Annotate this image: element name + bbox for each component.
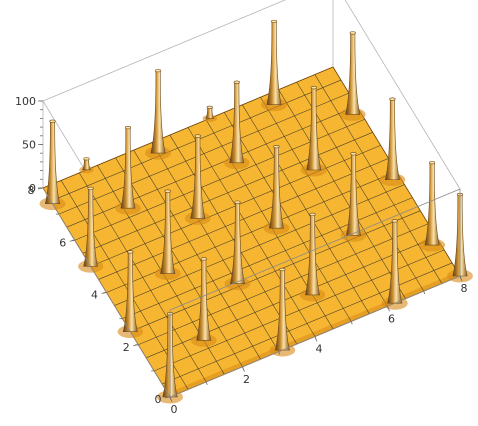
mesh-line-x (296, 81, 424, 292)
surface-peak (339, 31, 366, 121)
y-tick-label: 6 (59, 236, 66, 249)
surface-peak (381, 219, 408, 310)
surface-peaks (39, 19, 473, 404)
surface-peak (79, 157, 94, 174)
peak-cap (429, 161, 436, 165)
x-minor-tick (350, 321, 353, 325)
mesh-line-x (278, 89, 406, 299)
mesh-line-y (98, 158, 389, 280)
peak-spike (205, 107, 215, 119)
x-tick-label: 0 (171, 403, 178, 416)
surface-peak (419, 161, 446, 252)
peak-cap (234, 200, 241, 204)
x-minor-tick (459, 275, 462, 280)
y-tick-label: 8 (28, 184, 35, 197)
surface-peak (117, 250, 144, 339)
peak-cap (233, 80, 240, 84)
surface-peak (190, 257, 217, 347)
y-tick-label: 0 (155, 393, 162, 406)
box-front-edge (169, 188, 461, 311)
peak-cap (389, 97, 396, 101)
mesh-line-x (242, 104, 370, 314)
peak-cap (194, 134, 201, 138)
x-minor-tick (423, 290, 426, 295)
mesh-line-y (58, 92, 349, 215)
box-back-edge (42, 0, 287, 102)
peak-cap (349, 31, 356, 35)
peak-spike (150, 70, 166, 154)
x-minor-tick (314, 336, 317, 340)
surface-peak (261, 19, 288, 112)
peak-cap (49, 119, 56, 123)
surface-peak (300, 85, 327, 177)
surface-peak (202, 105, 217, 123)
peak-cap (310, 85, 317, 90)
surface-peak (223, 80, 250, 170)
x-tick-label: 8 (461, 282, 468, 295)
x-minor-tick (278, 351, 281, 355)
peak-spike (424, 162, 440, 246)
peak-cap (124, 125, 132, 130)
peak-spike (345, 32, 361, 115)
surface-peak (379, 97, 406, 187)
peak-cap (271, 19, 278, 24)
x-minor-tick (387, 306, 389, 310)
z-tick-label: 0 (29, 182, 36, 195)
peak-cap (206, 105, 213, 109)
peak-cap (279, 267, 286, 272)
peak-cap (155, 69, 162, 73)
peak-cap (87, 186, 94, 190)
peak-cap (127, 250, 134, 254)
x-minor-tick (242, 366, 244, 370)
mesh-line-y (66, 105, 357, 228)
x-minor-tick (205, 381, 208, 386)
z-tick-label: 50 (22, 139, 36, 152)
mesh-line-x (314, 74, 443, 284)
surface-peak (145, 69, 172, 160)
peak-cap (350, 152, 357, 156)
peak-cap (200, 257, 207, 261)
mesh-line-y (82, 132, 373, 254)
surface-peak (299, 212, 326, 302)
peak-spike (44, 120, 61, 204)
mesh-line-x (224, 112, 352, 322)
peak-cap (83, 157, 90, 161)
surface-peak (340, 152, 367, 242)
mesh-line-y (106, 171, 397, 293)
peak-cap (273, 145, 280, 149)
surface-peak (263, 145, 290, 235)
x-tick-label: 4 (316, 343, 323, 356)
surface-peak (224, 200, 251, 291)
peak-cap (391, 219, 398, 223)
x-minor-tick (169, 396, 172, 401)
peak-cap (309, 212, 316, 216)
x-tick-label: 2 (243, 373, 250, 386)
mesh-line-x (260, 97, 388, 307)
surface-peak (115, 125, 141, 215)
z-tick-label: 100 (15, 95, 36, 108)
surface-peak (184, 134, 211, 225)
box-back-edge (344, 0, 461, 190)
peak-spike (266, 21, 282, 105)
peak-spike (81, 158, 92, 171)
peak-cap (164, 189, 171, 193)
peak-spike (384, 98, 400, 181)
y-tick-label: 2 (123, 341, 130, 354)
y-tick-label: 4 (91, 289, 98, 302)
surface-peak (154, 189, 181, 281)
x-tick-label: 6 (388, 312, 395, 325)
